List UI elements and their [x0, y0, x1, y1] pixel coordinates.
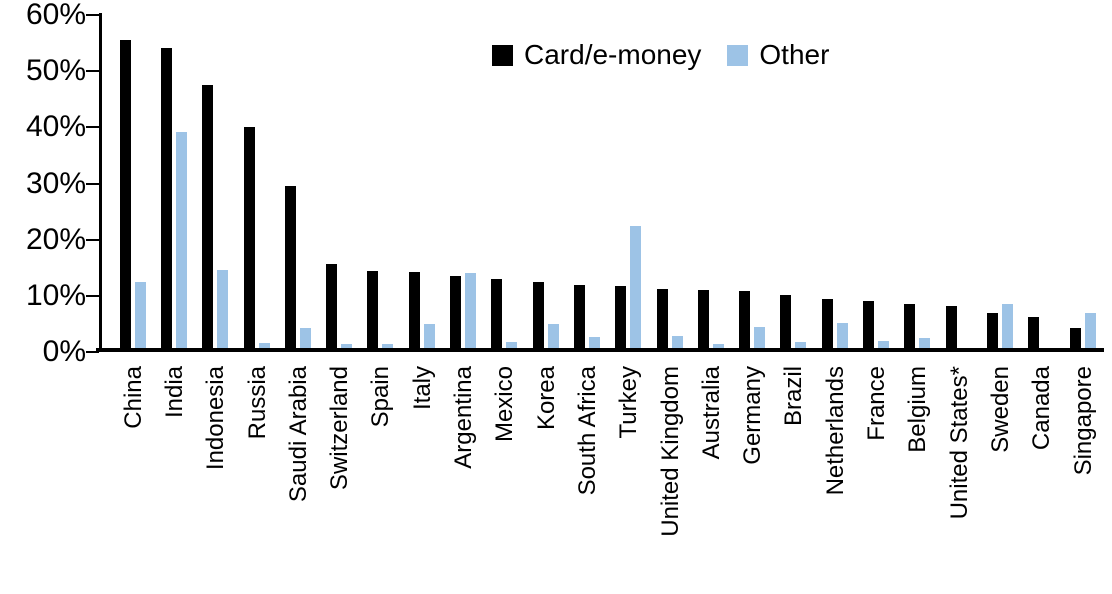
x-tick-label: Switzerland — [326, 366, 354, 491]
x-tick-label: Korea — [532, 366, 560, 431]
y-axis-tick — [86, 294, 99, 297]
other-bar-Belgium — [919, 337, 931, 352]
legend-label-other: Other — [759, 39, 830, 70]
x-tick-label: France — [863, 366, 891, 441]
x-tick-label: Argentina — [450, 366, 478, 469]
card-emoney-bar-Argentina — [450, 276, 462, 352]
x-tick-label: Italy — [408, 366, 436, 411]
other-bar-Australia — [712, 343, 724, 352]
x-tick-label: Saudi Arabia — [284, 366, 312, 503]
x-tick-label: Russia — [243, 366, 271, 440]
y-tick-label: 0% — [42, 335, 86, 368]
card-emoney-bar-Sweden — [986, 313, 998, 352]
x-tick-label: Australia — [697, 366, 725, 460]
other-bar-Singapore — [1084, 312, 1096, 352]
y-axis-line — [99, 13, 102, 352]
other-bar-Sweden — [1001, 304, 1013, 352]
card-emoney-bar-Switzerland — [326, 263, 338, 352]
other-bar-Mexico — [506, 341, 518, 352]
other-bar-China — [134, 281, 146, 352]
card-emoney-bar-Mexico — [491, 278, 503, 352]
y-tick-label: 30% — [25, 166, 86, 200]
card-emoney-bar-Russia — [243, 127, 255, 352]
card-emoney-bar-Canada — [1028, 316, 1040, 352]
card-emoney-bar-Germany — [739, 291, 751, 352]
y-tick-label: 50% — [25, 54, 86, 88]
card-emoney-bar-Australia — [697, 290, 709, 352]
other-bar-Korea — [547, 324, 559, 352]
other-bar-Spain — [382, 343, 394, 352]
card-emoney-bar-Turkey — [615, 285, 627, 352]
other-bar-Saudi Arabia — [299, 327, 311, 352]
y-axis-tick — [86, 70, 99, 73]
legend: Card/e-money Other — [492, 40, 829, 70]
card-emoney-bar-Italy — [408, 272, 420, 352]
other-bar-Russia — [258, 343, 270, 352]
x-axis-line — [96, 348, 1104, 352]
other-bar-Germany — [754, 327, 766, 352]
x-tick-label: Indonesia — [202, 366, 230, 471]
card-emoney-bar-Belgium — [904, 304, 916, 352]
card-emoney-bar-South Africa — [573, 285, 585, 352]
x-tick-label: Turkey — [615, 366, 643, 439]
card-emoney-bar-Spain — [367, 271, 379, 352]
other-bar-Argentina — [465, 272, 477, 352]
other-bar-France — [878, 341, 890, 352]
y-tick-label: 40% — [25, 110, 86, 144]
card-emoney-bar-Korea — [532, 281, 544, 352]
x-tick-label: China — [119, 366, 147, 429]
card-emoney-bar-China — [119, 40, 131, 352]
card-emoney-bar-United Kingdom — [656, 288, 668, 352]
y-tick-label: 10% — [25, 278, 86, 312]
x-tick-label: Germany — [739, 366, 767, 465]
card-emoney-bar-United States* — [945, 305, 957, 352]
other-bar-Turkey — [630, 225, 642, 352]
card-emoney-bar-India — [160, 47, 172, 352]
x-tick-label: Netherlands — [821, 366, 849, 496]
legend-swatch-card-emoney — [492, 44, 513, 66]
y-tick-label: 60% — [25, 0, 86, 31]
other-bar-South Africa — [588, 336, 600, 352]
x-tick-label: United States* — [945, 366, 973, 520]
legend-item-other: Other — [727, 40, 829, 70]
y-tick-label: 20% — [25, 222, 86, 256]
legend-label-card-emoney: Card/e-money — [524, 39, 702, 70]
card-emoney-bar-France — [863, 301, 875, 352]
x-tick-label: Singapore — [1069, 366, 1097, 476]
y-axis-tick — [86, 126, 99, 129]
other-bar-India — [175, 131, 187, 352]
y-axis-tick — [86, 238, 99, 241]
x-tick-label: India — [160, 366, 188, 419]
y-axis-tick — [86, 351, 99, 353]
card-emoney-bar-Saudi Arabia — [284, 185, 296, 352]
other-bar-Netherlands — [836, 322, 848, 352]
card-emoney-bar-Netherlands — [821, 298, 833, 352]
x-tick-label: Canada — [1028, 366, 1056, 451]
legend-swatch-other — [727, 44, 749, 66]
other-bar-Italy — [423, 324, 435, 352]
card-emoney-bar-Singapore — [1069, 327, 1081, 352]
other-bar-Indonesia — [217, 270, 229, 352]
x-tick-label: Sweden — [986, 366, 1014, 453]
x-tick-label: Mexico — [491, 366, 519, 443]
y-axis-tick — [86, 14, 99, 16]
other-bar-Brazil — [795, 342, 807, 352]
y-axis-tick — [86, 182, 99, 185]
x-tick-label: Brazil — [780, 366, 808, 427]
x-tick-label: Spain — [367, 366, 395, 428]
x-tick-label: South Africa — [573, 366, 601, 496]
other-bar-United Kingdom — [671, 336, 683, 352]
card-emoney-bar-Brazil — [780, 295, 792, 352]
legend-item-card-emoney: Card/e-money — [492, 40, 701, 70]
x-tick-label: United Kingdom — [656, 366, 684, 537]
card-emoney-bar-Indonesia — [202, 85, 214, 352]
x-tick-label: Belgium — [904, 366, 932, 453]
